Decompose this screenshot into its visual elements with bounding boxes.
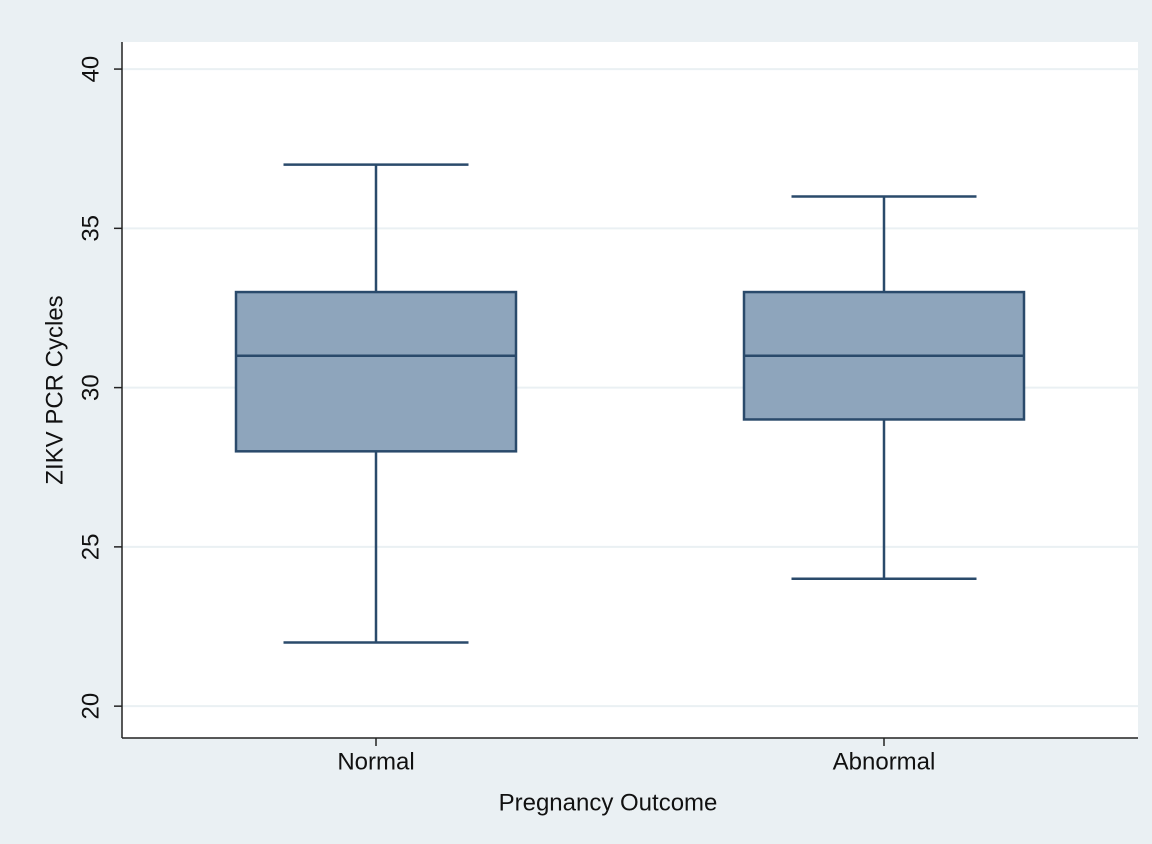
y-tick-label: 30 [77,374,104,401]
box [234,290,518,453]
y-tick-label: 25 [77,534,104,561]
x-tick-label: Normal [337,748,414,775]
y-tick-label: 35 [77,215,104,242]
x-axis-title: Pregnancy Outcome [499,789,718,816]
x-tick-label: Abnormal [833,748,936,775]
y-tick-label: 40 [77,56,104,83]
y-tick-label: 20 [77,693,104,720]
y-axis-title: ZIKV PCR Cycles [41,295,68,484]
